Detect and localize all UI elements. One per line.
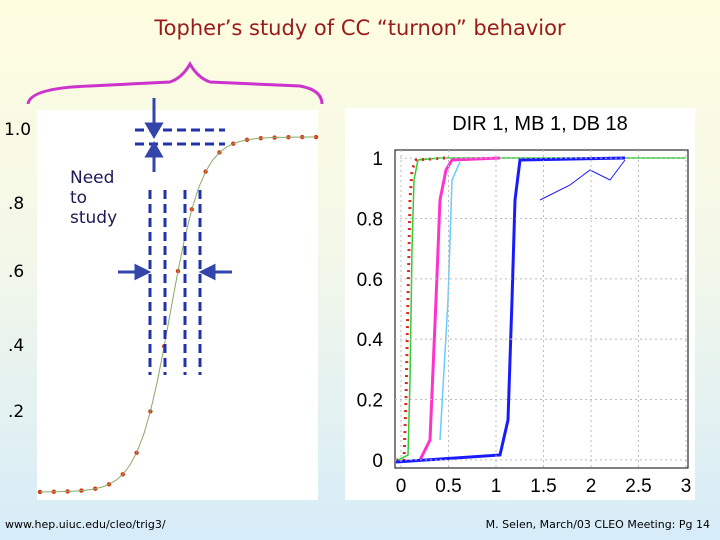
x-tick-label: 2.5	[625, 476, 651, 497]
y-label: 1.0	[4, 120, 32, 140]
annotation: Need to study	[70, 168, 118, 228]
x-tick-label: 0	[396, 476, 407, 497]
bracket	[26, 60, 324, 105]
y-label: .4	[8, 336, 25, 356]
y-label: .2	[8, 402, 25, 422]
x-tick-label: 1	[491, 476, 502, 497]
x-tick-label: 2	[586, 476, 597, 497]
plot-frame	[394, 149, 689, 469]
footer-credit: M. Selen, March/03 CLEO Meeting: Pg 14	[485, 518, 710, 531]
y-tick-label: 0.8	[357, 209, 383, 230]
footer-url: www.hep.uiuc.edu/cleo/trig3/	[5, 518, 166, 531]
fit-line	[39, 136, 317, 493]
y-label: .6	[8, 262, 25, 282]
x-tick-label: 3	[681, 476, 692, 497]
y-tick-label: 0.4	[357, 330, 384, 351]
left-plot	[37, 110, 318, 500]
x-tick-label: 0.5	[435, 476, 461, 497]
right-plot	[345, 108, 695, 500]
left-curve	[37, 134, 319, 495]
x-tick-label: 1.5	[530, 476, 556, 497]
y-tick-label: 0.6	[357, 270, 383, 291]
y-tick-label: 0	[372, 451, 383, 472]
plot-title: DIR 1, MB 1, DB 18	[452, 113, 628, 135]
slide-title: Topher’s study of CC “turnon” behavior	[154, 16, 566, 40]
y-label: .8	[8, 194, 25, 214]
arrows	[118, 98, 232, 281]
y-tick-label: 1	[372, 149, 383, 170]
y-tick-label: 0.2	[357, 391, 383, 412]
